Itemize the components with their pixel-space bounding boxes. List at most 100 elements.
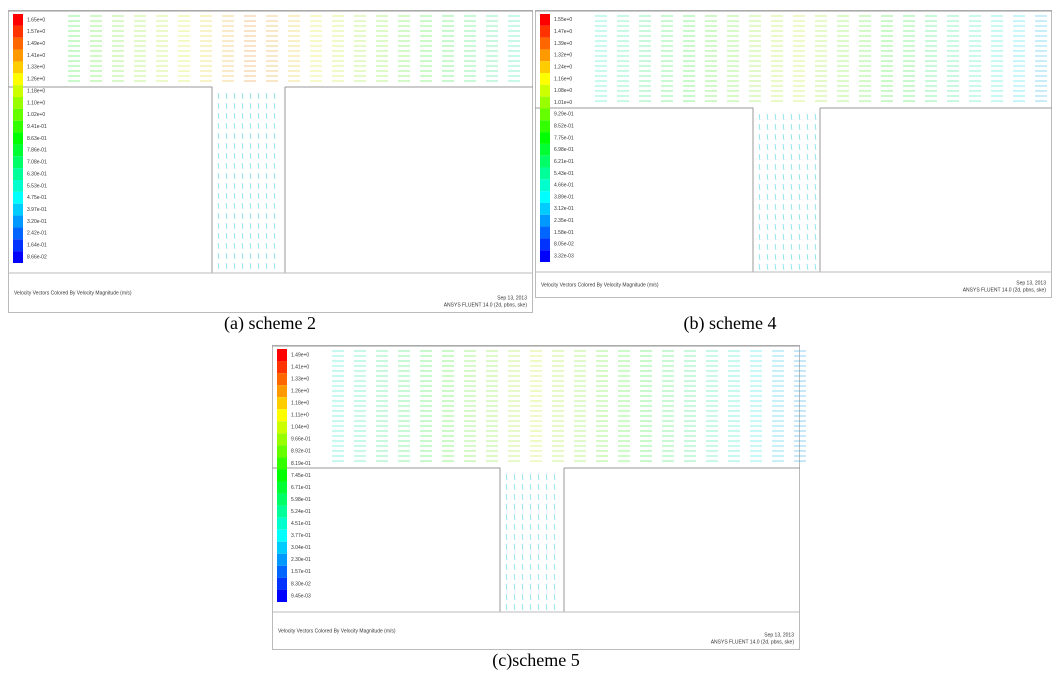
colorbar-swatch bbox=[13, 73, 23, 85]
footer-date: Sep 13, 2013 bbox=[1016, 280, 1046, 286]
colorbar-label: 1.08e+0 bbox=[554, 88, 572, 94]
colorbar-label: 1.10e+0 bbox=[27, 100, 45, 106]
colorbar-swatch bbox=[277, 397, 287, 409]
colorbar-swatch bbox=[13, 38, 23, 50]
colorbar-swatch bbox=[277, 518, 287, 530]
colorbar-label: 3.12e-01 bbox=[554, 206, 574, 212]
colorbar-label: 2.35e-01 bbox=[554, 218, 574, 224]
caption: (a) scheme 2 bbox=[224, 313, 316, 334]
colorbar-label: 1.01e+0 bbox=[554, 100, 572, 106]
colorbar-swatch bbox=[13, 251, 23, 263]
colorbar-label: 7.86e-01 bbox=[27, 148, 47, 154]
colorbar-label: 5.53e-01 bbox=[27, 183, 47, 189]
colorbar-swatch bbox=[277, 469, 287, 481]
colorbar-label: 1.41e+0 bbox=[291, 364, 309, 370]
colorbar-label: 5.98e-01 bbox=[291, 497, 311, 503]
colorbar-swatch bbox=[540, 215, 550, 227]
footer-title: Velocity Vectors Colored By Velocity Mag… bbox=[278, 628, 396, 634]
colorbar-label: 1.02e+0 bbox=[27, 112, 45, 118]
colorbar-label: 3.77e-01 bbox=[291, 533, 311, 539]
colorbar-label: 1.57e+0 bbox=[27, 29, 45, 35]
colorbar-swatch bbox=[13, 121, 23, 133]
colorbar-swatch bbox=[13, 239, 23, 251]
colorbar-label: 7.75e-01 bbox=[554, 135, 574, 141]
caption: (c)scheme 5 bbox=[492, 650, 579, 671]
colorbar-label: 1.16e+0 bbox=[554, 76, 572, 82]
colorbar-swatch bbox=[277, 530, 287, 542]
colorbar-label: 1.39e+0 bbox=[554, 41, 572, 47]
colorbar-label: 1.33e+0 bbox=[27, 65, 45, 71]
colorbar-swatch bbox=[540, 73, 550, 85]
footer-software: ANSYS FLUENT 14.0 (2d, pbns, ske) bbox=[711, 639, 795, 645]
colorbar-label: 1.49e+0 bbox=[291, 352, 309, 358]
colorbar-label: 3.89e-01 bbox=[554, 194, 574, 200]
colorbar-swatch bbox=[277, 385, 287, 397]
colorbar-label: 8.63e-01 bbox=[27, 136, 47, 142]
colorbar-swatch bbox=[277, 566, 287, 578]
panel: 1.65e+01.57e+01.49e+01.41e+01.33e+01.26e… bbox=[8, 11, 533, 313]
caption: (b) scheme 4 bbox=[684, 313, 777, 334]
colorbar-swatch bbox=[540, 227, 550, 239]
colorbar-swatch bbox=[540, 49, 550, 61]
colorbar-swatch bbox=[540, 156, 550, 168]
colorbar-swatch bbox=[13, 180, 23, 192]
colorbar-swatch bbox=[13, 14, 23, 26]
colorbar-swatch bbox=[13, 61, 23, 73]
colorbar-label: 4.51e-01 bbox=[291, 521, 311, 527]
panel: 1.55e+01.47e+01.39e+01.32e+01.24e+01.16e… bbox=[535, 11, 1052, 298]
colorbar-label: 1.49e+0 bbox=[27, 41, 45, 47]
colorbar-label: 7.45e-01 bbox=[291, 473, 311, 479]
footer-software: ANSYS FLUENT 14.0 (2d, pbns, ske) bbox=[963, 287, 1047, 293]
colorbar-label: 1.33e+0 bbox=[291, 376, 309, 382]
footer-software: ANSYS FLUENT 14.0 (2d, pbns, ske) bbox=[444, 302, 528, 308]
colorbar-swatch bbox=[277, 590, 287, 602]
colorbar-label: 5.24e-01 bbox=[291, 509, 311, 515]
colorbar-label: 6.30e-01 bbox=[27, 171, 47, 177]
colorbar-label: 1.18e+0 bbox=[27, 88, 45, 94]
colorbar-swatch bbox=[540, 120, 550, 132]
colorbar-swatch bbox=[277, 349, 287, 361]
colorbar-label: 1.65e+0 bbox=[27, 17, 45, 23]
colorbar-swatch bbox=[540, 144, 550, 156]
colorbar-swatch bbox=[13, 144, 23, 156]
colorbar-swatch bbox=[540, 191, 550, 203]
colorbar-swatch bbox=[13, 50, 23, 62]
colorbar-swatch bbox=[277, 445, 287, 457]
colorbar-label: 7.08e-01 bbox=[27, 160, 47, 166]
colorbar-swatch bbox=[277, 361, 287, 373]
colorbar-swatch bbox=[13, 85, 23, 97]
colorbar-swatch bbox=[13, 216, 23, 228]
colorbar-label: 8.52e-01 bbox=[554, 124, 574, 130]
colorbar-label: 9.66e-01 bbox=[291, 437, 311, 443]
colorbar-label: 1.32e+0 bbox=[554, 53, 572, 59]
colorbar-label: 1.64e-01 bbox=[27, 243, 47, 249]
colorbar-swatch bbox=[13, 227, 23, 239]
colorbar-label: 8.66e-02 bbox=[27, 254, 47, 260]
colorbar-label: 1.57e-01 bbox=[291, 569, 311, 575]
colorbar-swatch bbox=[13, 26, 23, 38]
colorbar-label: 1.24e+0 bbox=[554, 64, 572, 70]
colorbar-label: 1.47e+0 bbox=[554, 29, 572, 35]
colorbar-swatch bbox=[540, 38, 550, 50]
colorbar-swatch bbox=[13, 133, 23, 145]
colorbar-swatch bbox=[540, 108, 550, 120]
colorbar-swatch bbox=[540, 85, 550, 97]
colorbar-label: 9.29e-01 bbox=[554, 112, 574, 118]
colorbar-swatch bbox=[277, 554, 287, 566]
colorbar-swatch bbox=[277, 421, 287, 433]
colorbar-swatch bbox=[277, 494, 287, 506]
colorbar-label: 1.11e+0 bbox=[291, 413, 309, 419]
colorbar-swatch bbox=[277, 457, 287, 469]
colorbar-label: 8.19e-01 bbox=[291, 461, 311, 467]
footer-date: Sep 13, 2013 bbox=[764, 632, 794, 638]
footer-date: Sep 13, 2013 bbox=[497, 295, 527, 301]
colorbar-label: 8.30e-02 bbox=[291, 581, 311, 587]
colorbar-swatch bbox=[277, 506, 287, 518]
colorbar-label: 2.30e-01 bbox=[291, 557, 311, 563]
colorbar-swatch bbox=[277, 578, 287, 590]
colorbar-label: 3.20e-01 bbox=[27, 219, 47, 225]
colorbar-swatch bbox=[277, 409, 287, 421]
colorbar-swatch bbox=[540, 238, 550, 250]
colorbar-swatch bbox=[277, 373, 287, 385]
colorbar-label: 6.98e-01 bbox=[554, 147, 574, 153]
